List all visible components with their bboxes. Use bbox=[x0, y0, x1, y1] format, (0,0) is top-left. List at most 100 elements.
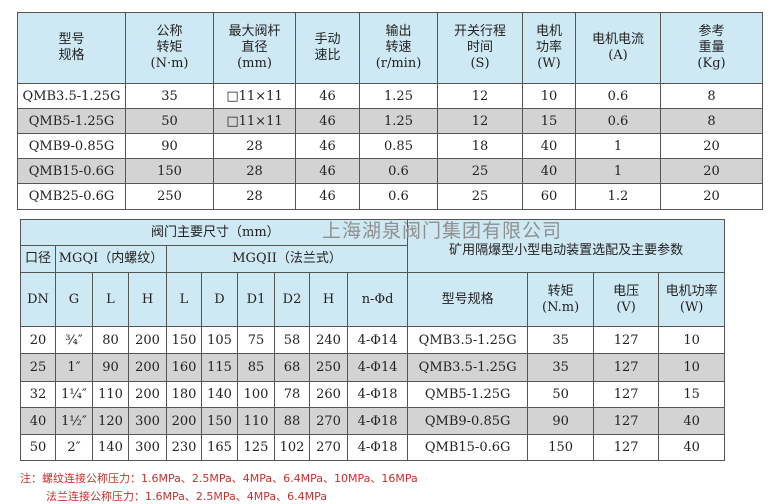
table-cell: 150 bbox=[125, 158, 214, 184]
table-cell: 140 bbox=[201, 381, 238, 408]
table-cell: 300 bbox=[128, 407, 167, 435]
table-cell: 127 bbox=[593, 353, 660, 382]
table-cell: 1 bbox=[575, 158, 661, 184]
table-row: QMB25-0.6G 250 28 46 0.6 25 60 1.2 20 bbox=[17, 183, 763, 210]
table-cell: 28 bbox=[213, 133, 296, 159]
table-row: QMB15-0.6G 150 28 46 0.6 25 40 1 20 bbox=[17, 158, 763, 184]
column-header: 电机功率 (W) bbox=[658, 272, 726, 327]
table-cell: 4-Φ18 bbox=[346, 381, 409, 408]
table-cell: 18 bbox=[437, 133, 523, 159]
table-cell: 200 bbox=[128, 353, 167, 382]
column-header: 型号规格 bbox=[407, 272, 529, 327]
table-cell: 127 bbox=[593, 407, 660, 435]
column-header: G bbox=[55, 272, 93, 327]
table-cell: 127 bbox=[593, 381, 660, 408]
table-cell: 25 bbox=[437, 158, 523, 184]
table-cell: 46 bbox=[295, 108, 360, 134]
table-cell: 1.2 bbox=[575, 183, 661, 210]
table-cell: 32 bbox=[20, 381, 56, 408]
table-cell: 200 bbox=[166, 407, 202, 435]
sub-header-row: 口径 MGQI（内螺纹） MGQII（法兰式） bbox=[20, 245, 725, 273]
table-cell: 1.25 bbox=[359, 108, 438, 134]
table-cell: 150 bbox=[166, 326, 202, 354]
table-cell: 200 bbox=[128, 381, 167, 408]
column-header: n-Φd bbox=[346, 272, 409, 327]
table-cell: □11×11 bbox=[213, 83, 296, 109]
table-cell: 90 bbox=[125, 133, 214, 159]
column-header: 最大阀杆 直径 (mm) bbox=[213, 12, 296, 84]
table-cell: 160 bbox=[166, 353, 202, 382]
table-cell: 15 bbox=[522, 108, 576, 134]
table-cell: 105 bbox=[201, 326, 238, 354]
table-cell: 115 bbox=[201, 353, 238, 382]
table-cell: QMB15-0.6G bbox=[407, 434, 529, 461]
table-cell: 20 bbox=[660, 183, 763, 210]
table-cell: 4-Φ18 bbox=[346, 407, 409, 435]
table-cell: 0.85 bbox=[359, 133, 438, 159]
table-cell: 28 bbox=[213, 183, 296, 210]
table-row: 25 1″ 90 200 160 115 85 68 250 4-Φ14 QMB3.5-1.25G 3… bbox=[20, 353, 726, 382]
table-cell: 180 bbox=[166, 381, 202, 408]
table-cell: 10 bbox=[522, 83, 576, 109]
table-cell: 20 bbox=[660, 158, 763, 184]
column-header: 参考 重量 (Kg) bbox=[660, 12, 763, 84]
table-cell: 90 bbox=[92, 353, 129, 382]
table-cell: 260 bbox=[309, 381, 348, 408]
mgqii-header: MGQII（法兰式） bbox=[165, 245, 409, 273]
table-row: QMB3.5-1.25G 35 □11×11 46 1.25 12 10 0.6 8 bbox=[17, 83, 763, 109]
table-cell: 12 bbox=[437, 108, 523, 134]
table-cell: 1 bbox=[575, 133, 661, 159]
table-cell: 25 bbox=[20, 353, 56, 382]
table-cell: □11×11 bbox=[213, 108, 296, 134]
table-cell: 50 bbox=[125, 108, 214, 134]
table-cell: QMB5-1.25G bbox=[407, 381, 529, 408]
table-cell: 127 bbox=[593, 434, 660, 461]
table-cell: 1.25 bbox=[359, 83, 438, 109]
table-cell: 250 bbox=[125, 183, 214, 210]
table-cell: 200 bbox=[128, 326, 167, 354]
table-cell: 35 bbox=[125, 83, 214, 109]
table-cell: 85 bbox=[237, 353, 275, 382]
column-header: 电机 功率 (W) bbox=[522, 12, 576, 84]
table-cell: 270 bbox=[309, 407, 348, 435]
table-cell: 35 bbox=[527, 353, 595, 382]
table-cell: 10 bbox=[658, 326, 726, 354]
table-cell: 1″ bbox=[55, 353, 93, 382]
actuator-group-title: 矿用隔爆型小型电动装置选配及主要参数 bbox=[407, 219, 726, 273]
table-cell: 4-Φ14 bbox=[346, 353, 409, 382]
table-cell: 46 bbox=[295, 133, 360, 159]
table-cell: 0.6 bbox=[575, 108, 661, 134]
table-cell: 90 bbox=[527, 407, 595, 435]
column-header: 公称 转矩 (N·m) bbox=[125, 12, 214, 84]
table-cell: 35 bbox=[527, 326, 595, 354]
table-cell: 230 bbox=[166, 434, 202, 461]
table-cell: 140 bbox=[92, 434, 129, 461]
table-cell: 20 bbox=[660, 133, 763, 159]
table-cell: 25 bbox=[437, 183, 523, 210]
table-cell: 4-Φ14 bbox=[346, 326, 409, 354]
table-cell: 8 bbox=[660, 108, 763, 134]
table-cell: QMB9-0.85G bbox=[17, 133, 126, 159]
table-cell: 40 bbox=[20, 407, 56, 435]
table-row: 50 2″ 140 300 230 165 125 102 270 4-Φ18 QMB15-0.6G… bbox=[20, 434, 726, 461]
column-header: DN bbox=[20, 272, 56, 327]
table-cell: 60 bbox=[522, 183, 576, 210]
dimension-group-title: 阀门主要尺寸（mm） bbox=[19, 219, 409, 246]
table-cell: 8 bbox=[660, 83, 763, 109]
table-row: 20 ¾″ 80 200 150 105 75 58 240 4-Φ14 QMB3.5-1.25G 3… bbox=[20, 326, 726, 354]
table-cell: QMB3.5-1.25G bbox=[407, 353, 529, 382]
table-cell: 270 bbox=[309, 434, 348, 461]
column-header: D2 bbox=[274, 272, 310, 327]
table-cell: 127 bbox=[593, 326, 660, 354]
column-header: L bbox=[92, 272, 129, 327]
table-cell: 50 bbox=[20, 434, 56, 461]
table-cell: 20 bbox=[20, 326, 56, 354]
column-header: D1 bbox=[237, 272, 275, 327]
table-cell: 250 bbox=[309, 353, 348, 382]
column-header: 开关行程 时间 (S) bbox=[437, 12, 523, 84]
table-cell: 110 bbox=[92, 381, 129, 408]
column-header: 电机电流 (A) bbox=[575, 12, 661, 84]
table-cell: 46 bbox=[295, 183, 360, 210]
table-cell: 50 bbox=[527, 381, 595, 408]
